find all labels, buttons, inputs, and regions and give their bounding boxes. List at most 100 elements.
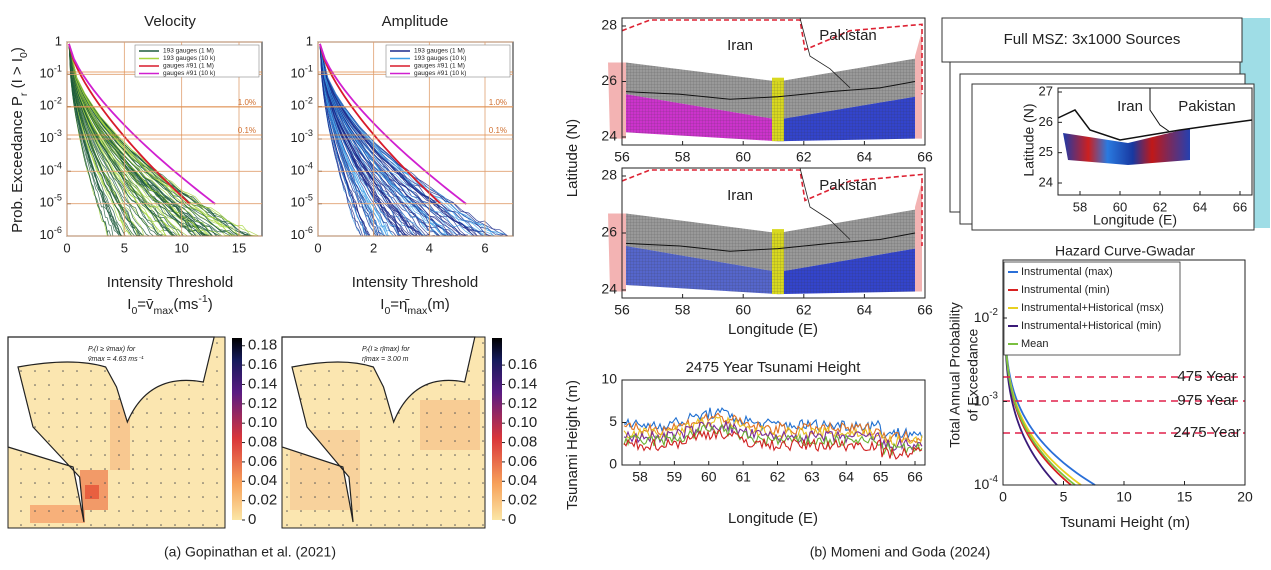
colorbar-label: 0.10 — [248, 414, 277, 431]
x-tick-label: 62 — [770, 469, 786, 485]
colorbar — [232, 338, 242, 520]
y-tick-label: 26 — [1039, 114, 1053, 129]
region-label: Pakistan — [819, 177, 877, 194]
mean-curve — [319, 43, 442, 205]
height-line — [623, 407, 923, 441]
colorbar-label: 0.14 — [508, 375, 537, 392]
y-tick-label: 10-4 — [39, 161, 62, 178]
return-label: 2475 Year — [1173, 424, 1241, 441]
curve — [68, 43, 148, 237]
x-tick-label: 62 — [796, 302, 812, 318]
x-tick-label: 4 — [426, 240, 433, 255]
plot-title: Amplitude — [382, 13, 449, 30]
y-tick-label: 5 — [609, 413, 617, 429]
y-tick-label: 28 — [601, 17, 617, 33]
border — [799, 167, 851, 240]
x-tick-label: 66 — [1233, 199, 1247, 214]
curve — [319, 43, 390, 237]
region-label: Pakistan — [1178, 98, 1236, 115]
x-tick-label: 5 — [121, 240, 128, 255]
y-axis-label-part: r — [18, 92, 30, 96]
legend-label: 193 gauges (10 k) — [414, 55, 466, 62]
coastline — [625, 232, 916, 252]
colorbar-label: 0.16 — [508, 356, 537, 373]
y-tick-label-part: -5 — [54, 193, 62, 203]
x-axis-label: Intensity Threshold — [107, 274, 233, 291]
y-tick-label: 26 — [601, 72, 617, 88]
curve — [68, 43, 209, 237]
legend-label: Instrumental (max) — [1021, 266, 1113, 278]
x-tick-label: 0 — [314, 240, 321, 255]
x-axis-formula-part: -1 — [198, 293, 207, 305]
y-tick-label-part: -1 — [54, 64, 62, 74]
y-tick-label-part: 10 — [974, 476, 990, 492]
colorbar-label: 0.06 — [248, 453, 277, 470]
y-tick-label: 10-3 — [974, 391, 999, 409]
curve — [68, 43, 150, 237]
y-axis-label: of Exceedance — [965, 328, 981, 421]
curve — [319, 43, 368, 237]
y-tick-label-part: -2 — [54, 96, 62, 106]
legend-label: Mean — [1021, 338, 1049, 350]
x-axis-label: Tsunami Height (m) — [1060, 514, 1190, 531]
x-tick-label: 58 — [1073, 199, 1087, 214]
y-axis-label: Tsunami Height (m) — [564, 380, 581, 510]
x-axis-formula: I0=v̄max(ms-1) — [127, 293, 212, 317]
inset-title: Full MSZ: 3x1000 Sources — [1004, 31, 1181, 48]
curve — [319, 43, 441, 237]
y-tick-label-part: -4 — [54, 161, 62, 171]
y-tick-label: 10-6 — [39, 225, 62, 242]
colorbar-label: 0.16 — [248, 356, 277, 373]
return-label: 475 Year — [1177, 368, 1236, 385]
y-tick-label: 10-4 — [974, 474, 999, 492]
y-tick-label: 10-2 — [974, 307, 998, 325]
y-tick-label-part: 10 — [39, 227, 53, 242]
y-tick-label: 10-6 — [290, 225, 313, 242]
curve — [68, 43, 164, 237]
x-tick-label: 5 — [1060, 489, 1068, 505]
legend-box — [1003, 261, 1181, 356]
x-axis-label: Longitude (E) — [728, 321, 818, 338]
curve — [319, 43, 412, 237]
caption: (b) Momeni and Goda (2024) — [810, 544, 991, 560]
curve — [319, 43, 405, 237]
curve — [319, 43, 397, 237]
x-axis-formula-part: max — [154, 305, 175, 317]
coastline — [1057, 109, 1253, 141]
colorbar-label: 0.18 — [248, 337, 277, 354]
y-tick-label: 24 — [601, 128, 617, 144]
mean-curve — [68, 43, 216, 205]
colorbar-label: 0.12 — [248, 395, 277, 412]
map-note: Pᵣ(I ≥ η̄max) for — [362, 346, 410, 353]
legend-label: gauges #91 (10 k) — [163, 70, 215, 77]
colorbar-label: 0.08 — [248, 434, 277, 451]
y-tick-label: 28 — [601, 167, 617, 183]
plot-title: Hazard Curve-Gwadar — [1055, 243, 1195, 259]
y-tick-label-part: 10 — [290, 66, 304, 81]
x-tick-label: 60 — [735, 149, 751, 165]
x-axis-formula-part: I — [127, 296, 131, 313]
coastline — [625, 81, 916, 100]
map-note: v̄max = 4.63 ms⁻¹ — [88, 356, 144, 363]
y-tick-label-part: -1 — [305, 64, 313, 74]
x-axis-label: Intensity Threshold — [352, 274, 478, 291]
x-tick-label: 15 — [1177, 489, 1193, 505]
curve — [319, 43, 421, 236]
curve — [68, 43, 178, 237]
curve — [319, 43, 448, 237]
y-tick-label: 10-1 — [290, 64, 313, 81]
colorbar-label: 0.10 — [508, 414, 537, 431]
y-tick-label-part: 10 — [290, 163, 304, 178]
y-tick-label: 10-4 — [290, 161, 313, 178]
border — [621, 19, 923, 95]
x-tick-label: 66 — [917, 302, 933, 318]
y-tick-label: 10-3 — [39, 128, 62, 145]
x-tick-label: 59 — [667, 469, 683, 485]
y-axis-label-part: ) — [9, 47, 26, 52]
mesh — [626, 58, 915, 142]
x-axis-formula-part: 0 — [131, 305, 137, 317]
colorbar-label: 0.02 — [508, 492, 537, 509]
x-tick-label: 58 — [675, 302, 691, 318]
curve — [319, 43, 438, 237]
x-tick-label: 61 — [735, 469, 751, 485]
